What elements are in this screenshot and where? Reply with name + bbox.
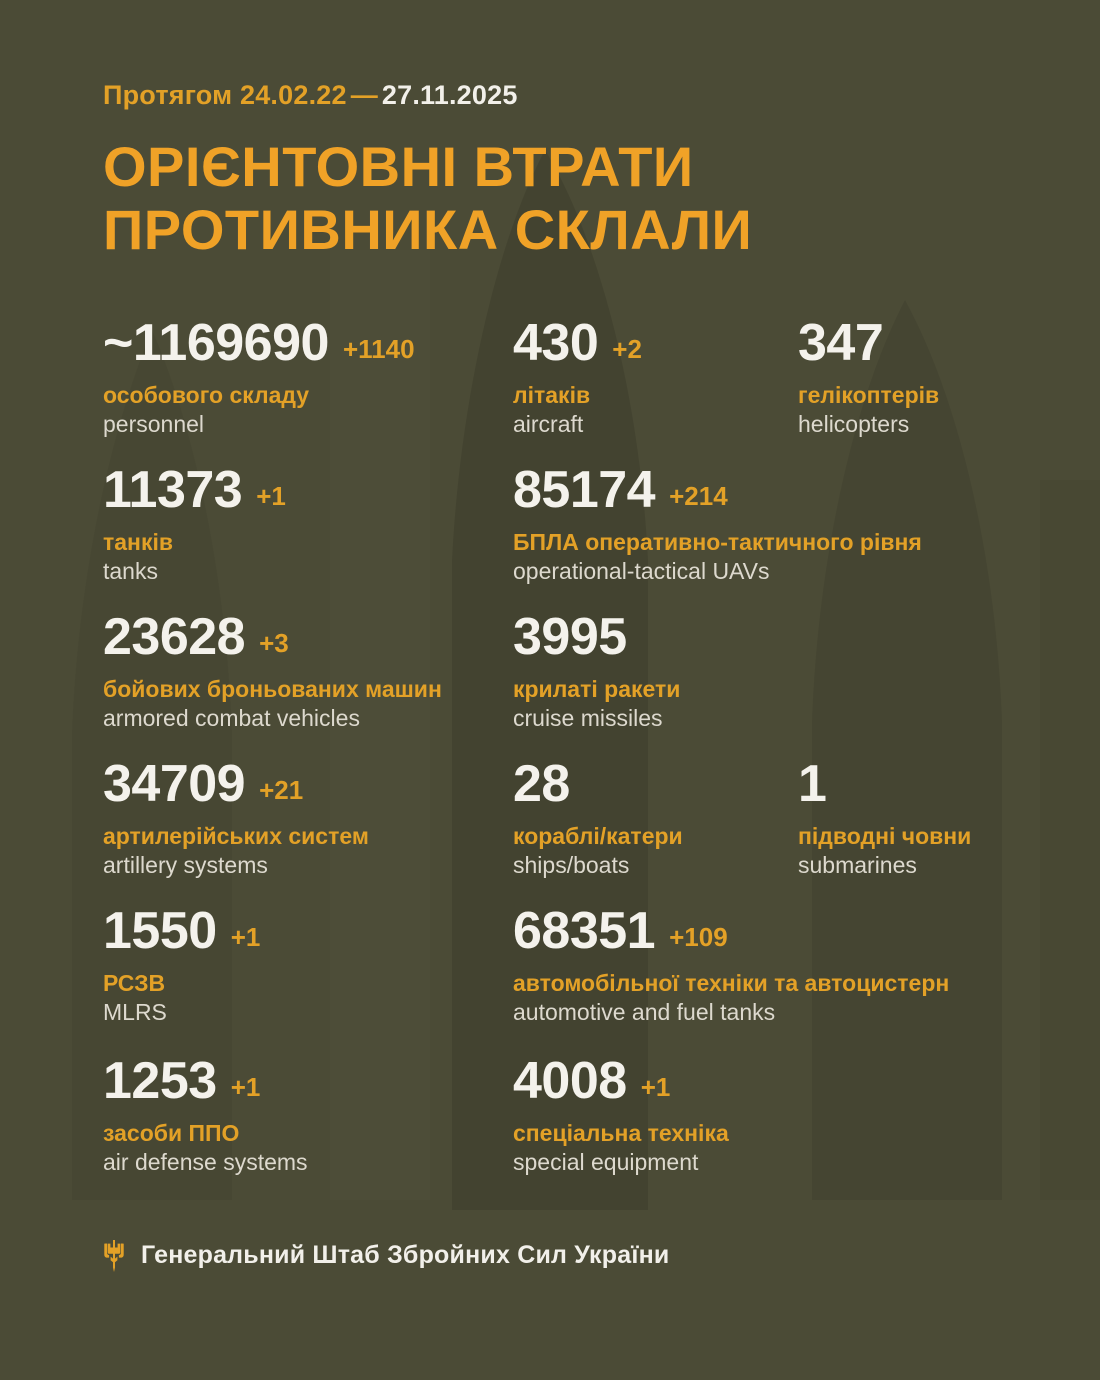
stat-item-automotive: 68351 +109 автомобільної техніки та авто…: [513, 905, 949, 1028]
footer-text: Генеральний Штаб Збройних Сил України: [141, 1241, 670, 1270]
stat-item-air-defense: 1253 +1 засоби ППО air defense systems: [103, 1055, 308, 1178]
stat-value-line: ~1169690 +1140: [103, 317, 415, 373]
period-dash: —: [350, 80, 378, 110]
stat-delta: +1: [256, 480, 286, 511]
stat-value: 34709: [103, 754, 246, 813]
stat-value: 1550: [103, 901, 217, 960]
stat-label-ua: гелікоптерів: [798, 381, 940, 408]
stat-label-en: ships/boats: [513, 852, 630, 879]
stat-label-en: helicopters: [798, 411, 910, 438]
stat-value-line: 4008 +1: [513, 1055, 729, 1111]
stat-delta: +2: [612, 333, 642, 364]
period-start: Протягом 24.02.22: [103, 80, 347, 110]
stat-item-tanks: 11373 +1 танків tanks: [103, 464, 286, 587]
trident-icon: [104, 1239, 124, 1272]
stat-label-ua: РСЗВ: [103, 969, 166, 996]
stat-delta: +3: [259, 627, 289, 658]
stat-value-line: 23628 +3: [103, 611, 442, 667]
stat-delta: +21: [259, 774, 304, 805]
stat-row: 11373 +1 танків tanks 85174 +214 БПЛА оп…: [103, 464, 1003, 611]
stat-row: 23628 +3 бойових броньованих машин armor…: [103, 611, 1003, 758]
stat-item-armored-vehicles: 23628 +3 бойових броньованих машин armor…: [103, 611, 442, 734]
stat-label-en: special equipment: [513, 1149, 699, 1176]
stat-value-line: 34709 +21: [103, 758, 369, 814]
stat-value-line: 1253 +1: [103, 1055, 308, 1111]
stat-label-ua: кораблі/катери: [513, 822, 683, 849]
stat-delta: +1140: [342, 333, 415, 364]
stat-label-en: automotive and fuel tanks: [513, 999, 776, 1026]
stat-value: 347: [798, 313, 884, 372]
stat-delta: +109: [669, 921, 728, 952]
stat-item-personnel: ~1169690 +1140 особового складу personne…: [103, 317, 415, 440]
stat-label-ua: бойових броньованих машин: [103, 675, 442, 702]
stat-value-line: 68351 +109: [513, 905, 949, 961]
stat-row: 1253 +1 засоби ППО air defense systems 4…: [103, 1055, 1003, 1202]
stat-row: ~1169690 +1140 особового складу personne…: [103, 317, 1003, 464]
page-title-line-1: ОРІЄНТОВНІ ВТРАТИ: [103, 135, 694, 198]
stat-label-ua: артилерійських систем: [103, 822, 369, 849]
stat-label-en: artillery systems: [103, 852, 268, 879]
stat-delta: +1: [640, 1071, 671, 1102]
stat-label-ua: БПЛА оперативно-тактичного рівня: [513, 528, 922, 555]
stat-label-en: operational-tactical UAVs: [513, 558, 770, 585]
stat-value: 28: [513, 754, 570, 813]
reporting-period: Протягом 24.02.22—27.11.2025: [103, 0, 1100, 111]
stat-item-mlrs: 1550 +1 РСЗВ MLRS: [103, 905, 260, 1028]
stat-value: 430: [513, 313, 599, 372]
stat-label-en: tanks: [103, 558, 158, 585]
stat-delta: +1: [230, 921, 261, 952]
stat-label-en: aircraft: [513, 411, 584, 438]
stat-delta: +1: [230, 1071, 261, 1102]
stat-value-line: 3995: [513, 611, 680, 667]
stat-value: 1: [798, 754, 827, 813]
stats-grid: ~1169690 +1140 особового складу personne…: [103, 317, 1003, 1202]
stat-value: 11373: [103, 460, 243, 519]
stat-value-line: 85174 +214: [513, 464, 922, 520]
stat-value-line: 347: [798, 317, 939, 373]
stat-label-ua: підводні човни: [798, 822, 972, 849]
stat-row: 1550 +1 РСЗВ MLRS 68351 +109 автомобільн…: [103, 905, 1003, 1055]
stat-label-ua: крилаті ракети: [513, 675, 681, 702]
stat-item-submarines: 1 підводні човни submarines: [798, 758, 971, 881]
stat-item-helicopters: 347 гелікоптерів helicopters: [798, 317, 939, 440]
stat-label-en: MLRS: [103, 999, 167, 1026]
stat-item-special-equipment: 4008 +1 спеціальна техніка special equip…: [513, 1055, 729, 1178]
stat-item-cruise-missiles: 3995 крилаті ракети cruise missiles: [513, 611, 680, 734]
stat-label-en: submarines: [798, 852, 917, 879]
stat-label-en: personnel: [103, 411, 205, 438]
stat-value-line: 430 +2: [513, 317, 642, 373]
stat-item-artillery: 34709 +21 артилерійських систем artiller…: [103, 758, 369, 881]
stat-value: 3995: [513, 607, 627, 666]
stat-delta: +214: [669, 480, 728, 511]
stat-value-line: 11373 +1: [103, 464, 286, 520]
stat-item-aircraft: 430 +2 літаків aircraft: [513, 317, 642, 440]
stat-value-line: 1: [798, 758, 971, 814]
stat-label-ua: танків: [103, 528, 173, 555]
stat-value-line: 28: [513, 758, 683, 814]
period-end: 27.11.2025: [381, 80, 518, 110]
page-title-line-2: ПРОТИВНИКА СКЛАЛИ: [103, 198, 753, 262]
stat-item-ships: 28 кораблі/катери ships/boats: [513, 758, 683, 881]
stat-value: 68351: [513, 901, 656, 960]
stat-value: 4008: [513, 1051, 627, 1110]
footer: Генеральний Штаб Збройних Сил України: [103, 1239, 1100, 1272]
page-title: ОРІЄНТОВНІ ВТРАТИ ПРОТИВНИКА СКЛАЛИ: [103, 135, 1100, 262]
stat-row: 34709 +21 артилерійських систем artiller…: [103, 758, 1003, 905]
stat-label-ua: засоби ППО: [103, 1119, 240, 1146]
stat-value: ~1169690: [103, 313, 329, 372]
stat-value: 23628: [103, 607, 246, 666]
stat-label-ua: літаків: [513, 381, 591, 408]
stat-item-uavs: 85174 +214 БПЛА оперативно-тактичного рі…: [513, 464, 922, 587]
stat-label-en: cruise missiles: [513, 705, 663, 732]
stat-value-line: 1550 +1: [103, 905, 260, 961]
stat-label-ua: автомобільної техніки та автоцистерн: [513, 969, 950, 996]
stat-label-en: armored combat vehicles: [103, 705, 360, 732]
stat-label-ua: спеціальна техніка: [513, 1119, 729, 1146]
stat-value: 85174: [513, 460, 656, 519]
stat-value: 1253: [103, 1051, 217, 1110]
stat-label-en: air defense systems: [103, 1149, 308, 1176]
infographic-content: Протягом 24.02.22—27.11.2025 ОРІЄНТОВНІ …: [103, 0, 1100, 1272]
stat-label-ua: особового складу: [103, 381, 310, 408]
